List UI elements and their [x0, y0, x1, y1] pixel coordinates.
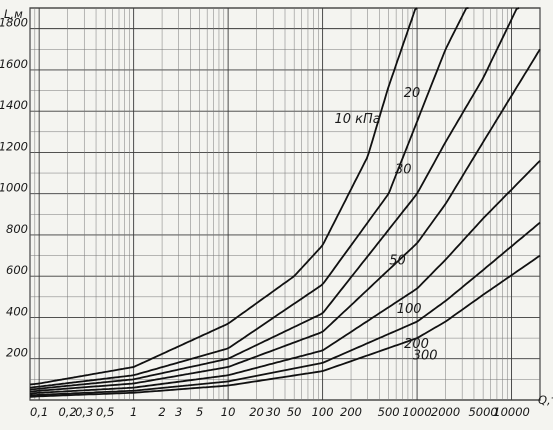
- x-tick-label: 1: [130, 405, 137, 419]
- x-tick-label: 500: [378, 405, 400, 419]
- x-tick-label: 2: [158, 405, 165, 419]
- series-label: 50: [389, 254, 406, 269]
- x-axis-label: Q,т: [538, 393, 553, 407]
- series-label: 300: [413, 349, 438, 364]
- y-tick-label: 1600: [0, 57, 28, 71]
- series-label: 200: [404, 337, 429, 352]
- y-tick-label: 1000: [0, 181, 28, 195]
- y-tick-label: 1200: [0, 139, 28, 153]
- labels: 0,1 0,20,3 0,5 1 2 3 5 10 20 30 50 100 200 500 1000 200…: [0, 16, 530, 419]
- x-tick-label: 5: [196, 405, 203, 419]
- x-tick-label: 5000: [468, 405, 497, 419]
- series-label: 30: [395, 162, 412, 177]
- x-tick-label: 200: [340, 405, 362, 419]
- x-tick-label: 0,2: [58, 405, 76, 419]
- y-tick-label: 200: [6, 346, 28, 360]
- y-tick-label: 400: [6, 304, 28, 318]
- series-line: [29, 7, 418, 386]
- series-label: 100: [397, 302, 422, 317]
- y-axis-label: L,м: [4, 7, 23, 21]
- curves: [29, 7, 541, 398]
- series-label: 20: [404, 86, 421, 101]
- series-line: [29, 7, 520, 391]
- x-tick-label: 2000: [431, 405, 460, 419]
- y-tick-label: 600: [6, 263, 28, 277]
- x-tick-label: 0,5: [96, 405, 114, 419]
- y-tick-label: 1400: [0, 98, 28, 112]
- series-line: [29, 160, 541, 395]
- x-tick-label: 50: [287, 405, 302, 419]
- x-tick-label: 10000: [493, 405, 530, 419]
- x-tick-label: 1000: [402, 405, 431, 419]
- series-label: 10 кПа: [334, 112, 380, 127]
- x-tick-label: 100: [312, 405, 334, 419]
- series-line: [29, 254, 541, 398]
- x-tick-label: 30: [266, 405, 281, 419]
- x-tick-label: 20: [249, 405, 264, 419]
- series-line: [29, 7, 469, 389]
- series-line: [29, 48, 541, 393]
- y-tick-label: 1800: [0, 16, 28, 30]
- x-tick-label: 0,3: [75, 405, 93, 419]
- grid: [29, 7, 541, 401]
- series-line: [29, 221, 541, 397]
- x-tick-label: 3: [175, 405, 182, 419]
- y-tick-label: 800: [6, 222, 28, 236]
- x-tick-label: 0,1: [30, 405, 48, 419]
- x-tick-label: 10: [221, 405, 236, 419]
